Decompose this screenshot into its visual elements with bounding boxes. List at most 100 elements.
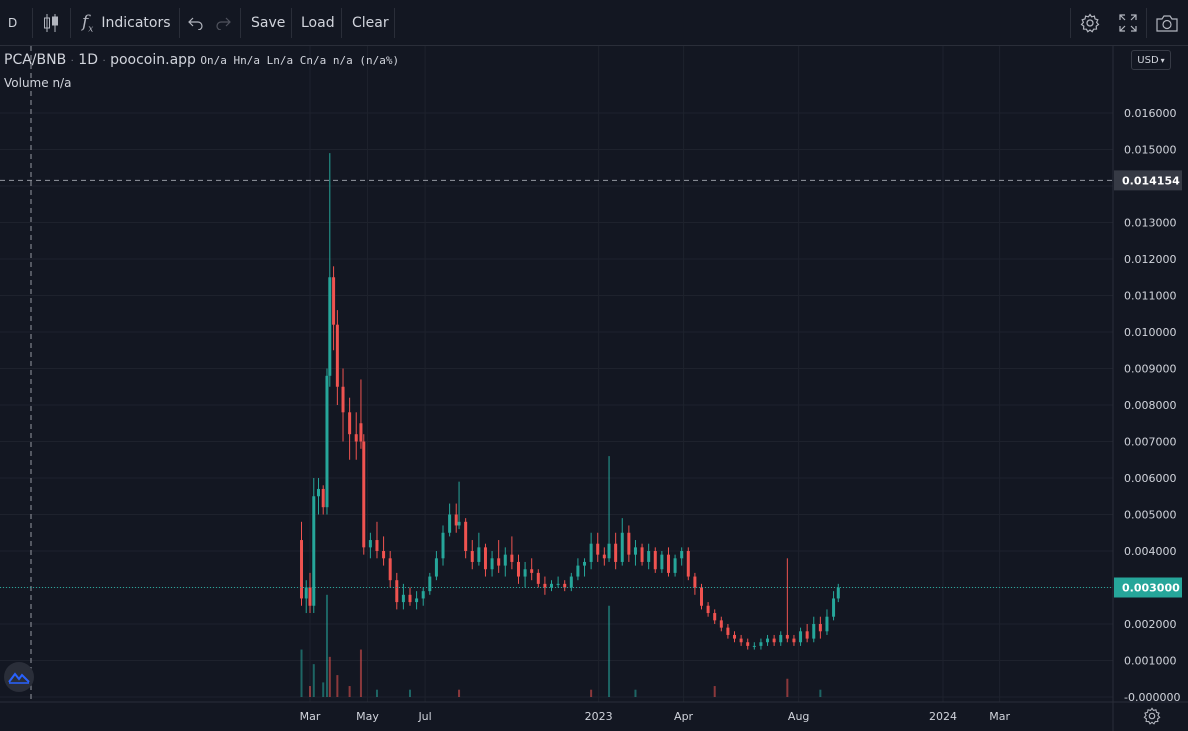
candle-body (332, 277, 336, 325)
screenshot-button[interactable] (1156, 0, 1178, 46)
mountain-icon (8, 672, 30, 684)
symbol-label[interactable]: PCA/BNB (4, 52, 67, 68)
crosshair-price-label: 0.014154 (1122, 174, 1180, 187)
chevron-down-icon: ▾ (1160, 55, 1165, 65)
clear-button[interactable]: Clear (352, 0, 389, 46)
fullscreen-button[interactable] (1119, 0, 1137, 46)
price-chart[interactable]: 0.0160000.0150000.0140000.0130000.012000… (0, 46, 1188, 731)
candle (766, 634, 770, 646)
candle (300, 521, 304, 606)
candle-body (832, 598, 836, 617)
candle (483, 543, 487, 577)
candle-body (647, 551, 651, 562)
candle-body (335, 324, 339, 387)
candle (818, 616, 822, 639)
candle (497, 540, 501, 573)
candle-body (395, 580, 399, 603)
candle-body (569, 576, 573, 588)
candle (304, 580, 308, 614)
top-toolbar: D fx Indicators Save Load Clear (0, 0, 1188, 46)
chart-type-button[interactable] (43, 0, 59, 46)
time-tick-label: 2024 (929, 710, 957, 723)
candle (752, 642, 756, 650)
candle-body (563, 583, 567, 588)
candle-body (752, 645, 756, 647)
candle (388, 551, 392, 588)
candle-body (457, 521, 461, 526)
toolbar-divider (179, 8, 180, 38)
candle-body (766, 638, 770, 643)
interval-button[interactable]: D (8, 0, 17, 46)
candle (454, 503, 458, 533)
time-axis-settings-button[interactable] (1143, 707, 1161, 729)
candle-body (836, 587, 840, 599)
ohlc-values: On/a Hn/a Ln/a Cn/a n/a (n/a%) (200, 54, 400, 67)
function-icon: fx (82, 11, 94, 35)
volume-bar (322, 682, 325, 697)
tradingview-logo[interactable] (4, 662, 34, 692)
candle (713, 609, 717, 624)
undo-button[interactable] (188, 0, 204, 46)
interval-text: 1D (78, 52, 98, 68)
price-tick-label: 0.004000 (1124, 545, 1177, 558)
candle (633, 540, 637, 566)
candle (457, 481, 461, 530)
time-tick-label: Mar (300, 710, 321, 723)
candle-body (523, 569, 527, 577)
candle (706, 602, 710, 617)
gear-icon (1080, 13, 1100, 33)
volume-bar (408, 689, 411, 697)
candles (300, 153, 840, 650)
candle-body (739, 638, 743, 643)
candle-body (653, 551, 657, 570)
candle-body (401, 594, 405, 603)
last-price-label: 0.003000 (1122, 582, 1180, 595)
candle-body (530, 569, 534, 573)
indicators-button[interactable]: fx Indicators (82, 0, 171, 46)
volume-bar (336, 675, 339, 697)
price-tick-label: 0.010000 (1124, 326, 1177, 339)
candle (583, 558, 587, 577)
candle-body (825, 616, 829, 632)
candle-body (733, 634, 737, 639)
candle (733, 631, 737, 643)
candle-body (362, 441, 366, 548)
time-axis[interactable]: Mar May Jul 2023 Apr Aug 2024 Mar (300, 710, 1011, 723)
candle-body (428, 576, 432, 592)
save-button[interactable]: Save (251, 0, 285, 46)
candle-body (596, 543, 600, 555)
last-price-box (1114, 577, 1182, 598)
candles-icon (44, 14, 58, 32)
currency-selector[interactable]: USD ▾ (1131, 50, 1171, 70)
candle-body (607, 543, 611, 559)
candle-body (543, 583, 547, 588)
candle-body (759, 642, 763, 646)
redo-button[interactable] (215, 0, 231, 46)
candle (825, 609, 829, 635)
price-tick-label: 0.007000 (1124, 436, 1177, 449)
candle (620, 518, 624, 566)
candle-body (772, 638, 776, 643)
candle-body (382, 551, 386, 559)
volume-legend: Volume n/a (4, 76, 72, 90)
candle-body (746, 642, 750, 646)
settings-button[interactable] (1080, 0, 1100, 46)
time-tick-label: Jul (417, 710, 431, 723)
candle-body (441, 532, 445, 559)
candle (589, 532, 593, 570)
candle (325, 368, 329, 515)
toolbar-divider (341, 8, 342, 38)
load-button[interactable]: Load (301, 0, 335, 46)
volume-bar (328, 656, 331, 697)
candle (653, 547, 657, 573)
candle-body (719, 620, 723, 628)
toolbar-divider (394, 8, 395, 38)
candle-body (454, 514, 458, 526)
price-tick-label: 0.006000 (1124, 472, 1177, 485)
candle-body (359, 423, 363, 442)
candle-body (477, 547, 481, 562)
candle-body (304, 587, 308, 599)
candle-body (550, 583, 554, 588)
toolbar-divider (1070, 8, 1071, 38)
candle (368, 532, 372, 559)
